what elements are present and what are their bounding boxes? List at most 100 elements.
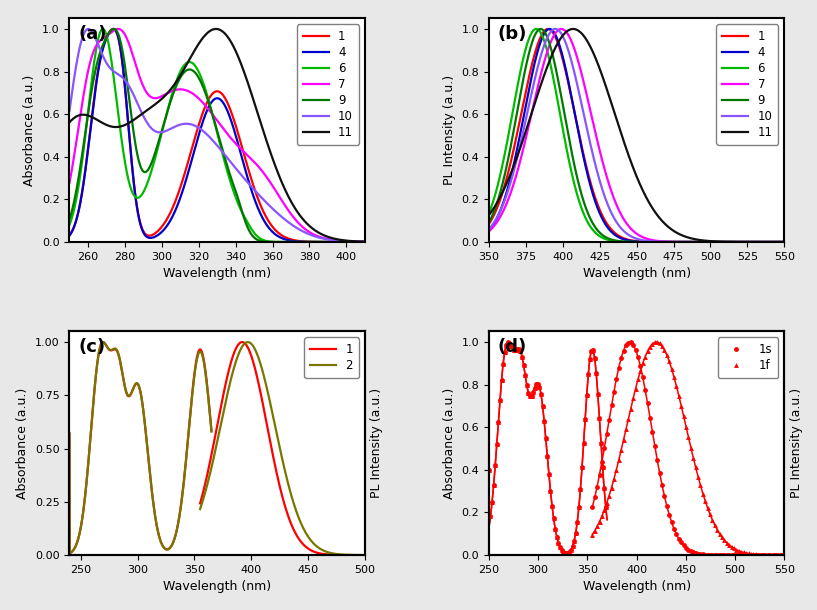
7 <box>484 228 493 235</box>
1 <box>205 458 215 465</box>
6 <box>531 25 541 32</box>
4 <box>771 239 781 246</box>
1 <box>351 239 361 246</box>
10 <box>83 25 93 32</box>
9 <box>771 239 781 246</box>
1 <box>79 172 89 179</box>
Text: (b): (b) <box>498 25 527 43</box>
Line: 9: 9 <box>489 29 784 242</box>
Legend: 1, 2: 1, 2 <box>304 337 359 378</box>
4 <box>484 227 493 234</box>
1f <box>705 511 715 518</box>
7 <box>208 112 218 119</box>
7 <box>499 206 509 213</box>
Text: (a): (a) <box>78 25 107 43</box>
6 <box>771 239 781 246</box>
7 <box>200 102 210 109</box>
1s <box>587 503 597 511</box>
4 <box>627 237 637 245</box>
1s <box>720 551 730 559</box>
9 <box>779 239 789 246</box>
2 <box>243 339 252 346</box>
Line: 10: 10 <box>69 29 365 242</box>
Line: 11: 11 <box>69 29 365 242</box>
1 <box>208 89 218 96</box>
1s <box>626 339 636 346</box>
7 <box>351 238 361 245</box>
4 <box>297 238 307 245</box>
4 <box>771 239 781 246</box>
1f <box>587 531 597 539</box>
2 <box>320 548 330 555</box>
9 <box>627 238 637 245</box>
10 <box>297 228 307 235</box>
Line: 2: 2 <box>200 342 365 555</box>
X-axis label: Wavelength (nm): Wavelength (nm) <box>583 580 690 594</box>
4 <box>499 197 509 204</box>
1s <box>674 535 684 542</box>
1 <box>109 25 118 32</box>
4 <box>65 232 74 239</box>
11 <box>717 238 726 245</box>
4 <box>208 96 218 104</box>
11 <box>211 25 221 32</box>
6 <box>360 239 370 246</box>
11 <box>627 163 637 170</box>
7 <box>114 25 123 32</box>
1 <box>195 500 205 507</box>
1f <box>674 392 684 400</box>
Y-axis label: PL Intensity (a.u.): PL Intensity (a.u.) <box>443 75 456 185</box>
Line: 6: 6 <box>489 29 784 242</box>
Text: (c): (c) <box>78 338 105 356</box>
1 <box>200 102 210 110</box>
7 <box>779 239 789 246</box>
4 <box>717 239 726 246</box>
X-axis label: Wavelength (nm): Wavelength (nm) <box>163 267 271 280</box>
11 <box>771 239 781 246</box>
10 <box>771 239 781 246</box>
10 <box>65 107 74 115</box>
Line: 4: 4 <box>489 29 784 242</box>
Line: 6: 6 <box>69 29 365 242</box>
Line: 1: 1 <box>489 29 784 242</box>
9 <box>79 134 89 142</box>
Y-axis label: Absorbance (a.u.): Absorbance (a.u.) <box>443 387 456 499</box>
Legend: 1, 4, 6, 7, 9, 10, 11: 1, 4, 6, 7, 9, 10, 11 <box>297 24 359 145</box>
9 <box>65 216 74 223</box>
10 <box>351 238 361 245</box>
2 <box>360 551 370 559</box>
1 <box>320 551 330 558</box>
11 <box>65 119 74 126</box>
10 <box>620 228 630 235</box>
1f <box>777 551 787 559</box>
7 <box>65 179 74 187</box>
Line: 1f: 1f <box>590 340 784 558</box>
7 <box>771 239 781 246</box>
Y-axis label: Absorbance (a.u.): Absorbance (a.u.) <box>24 74 37 186</box>
Legend: 1s, 1f: 1s, 1f <box>717 337 779 378</box>
1 <box>291 531 301 538</box>
Y-axis label: PL Intensity (a.u.): PL Intensity (a.u.) <box>370 388 383 498</box>
2 <box>195 505 205 512</box>
1 <box>484 220 493 228</box>
Y-axis label: PL Intensity (a.u.): PL Intensity (a.u.) <box>790 388 803 498</box>
1f <box>758 551 768 558</box>
11 <box>200 32 210 39</box>
9 <box>484 219 493 226</box>
11 <box>620 141 630 148</box>
Line: 1: 1 <box>69 29 365 242</box>
1 <box>620 235 630 242</box>
1 <box>627 237 637 244</box>
10 <box>627 234 637 241</box>
X-axis label: Wavelength (nm): Wavelength (nm) <box>163 580 271 594</box>
11 <box>484 212 493 219</box>
4 <box>109 25 118 32</box>
11 <box>351 238 361 245</box>
1 <box>301 543 310 550</box>
6 <box>297 239 307 246</box>
1f <box>712 526 722 533</box>
7 <box>556 25 566 32</box>
9 <box>717 239 726 246</box>
10 <box>484 226 493 233</box>
11 <box>771 239 781 246</box>
